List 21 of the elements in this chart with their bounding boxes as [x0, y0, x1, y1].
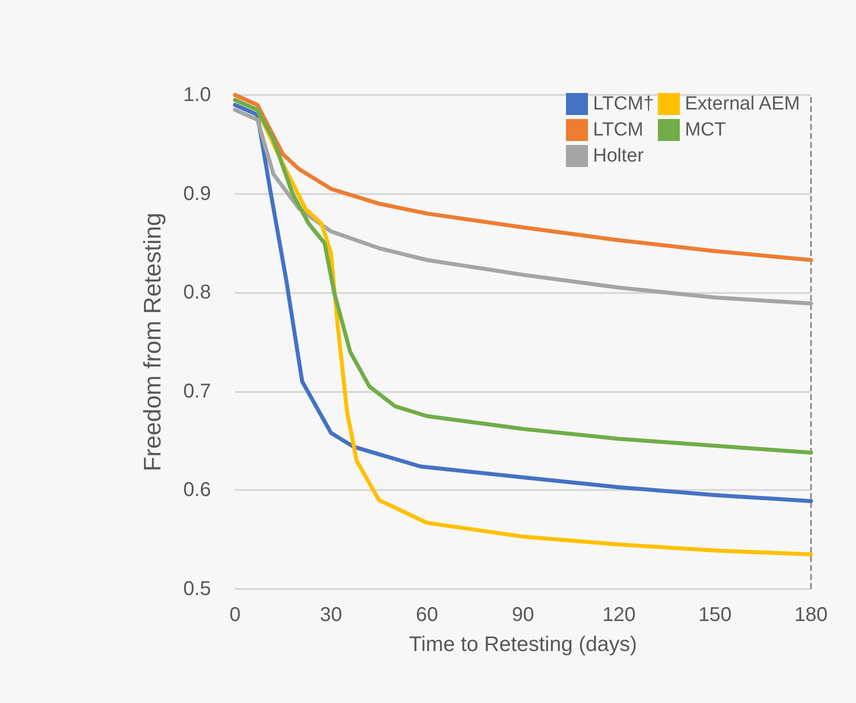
- legend-label: LTCM: [592, 120, 644, 140]
- x-tick-label: 120: [602, 604, 636, 626]
- x-axis-title: Time to Retesting (days): [409, 633, 637, 656]
- y-tick-label: 0.6: [183, 479, 211, 502]
- y-tick-label: 1.0: [183, 84, 211, 106]
- y-tick-label: 0.7: [183, 380, 211, 402]
- line-series: [233, 93, 813, 262]
- legend-label: MCT: [684, 120, 726, 140]
- x-tick-label: 150: [698, 604, 732, 626]
- x-tick-label: 0: [229, 604, 241, 626]
- x-tick-label: 30: [320, 604, 342, 626]
- y-tick-label: 0.9: [183, 182, 211, 205]
- legend-label: External AEM: [684, 94, 800, 114]
- x-tick-label: 60: [416, 604, 438, 626]
- legend-label: Holter: [592, 146, 644, 166]
- y-tick-label: 0.8: [183, 282, 211, 304]
- legend-label: LTCM†: [592, 94, 654, 114]
- x-tick-label: 90: [512, 604, 534, 626]
- y-axis-title: Freedom from Retesting: [140, 212, 166, 472]
- x-tick-label: 180: [794, 604, 828, 626]
- y-tick-label: 0.5: [183, 578, 211, 600]
